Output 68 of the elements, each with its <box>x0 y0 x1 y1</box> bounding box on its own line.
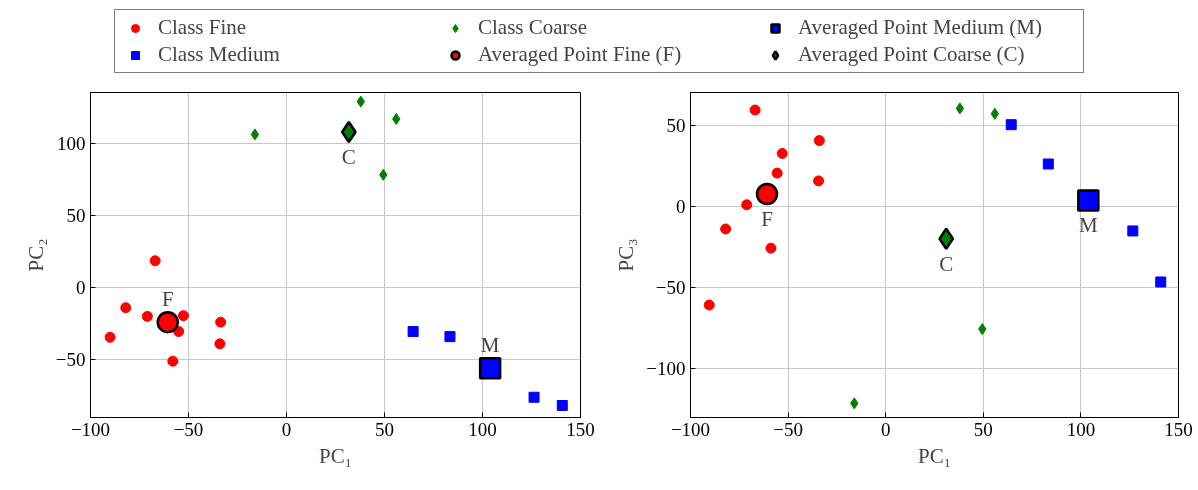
x-tick-label: 0 <box>880 418 891 440</box>
point <box>755 182 779 206</box>
x-tick-label: 100 <box>1066 418 1096 440</box>
point <box>141 310 153 322</box>
annotation: F <box>161 287 174 312</box>
annotation: C <box>341 144 356 169</box>
x-axis-title: PC₁ <box>319 443 353 468</box>
y-tick-label: 0 <box>676 195 686 217</box>
x-tick-label: −50 <box>173 418 204 440</box>
annotation: C <box>939 251 954 276</box>
legend-label: Class Fine <box>158 15 248 40</box>
point <box>749 104 761 116</box>
legend-label: Class Medium <box>158 42 281 67</box>
point <box>156 310 179 334</box>
x-tick-label: 50 <box>973 418 993 440</box>
annotation: F <box>761 207 773 232</box>
y-tick-label: 0 <box>76 277 86 298</box>
y-tick-label: 100 <box>57 132 86 154</box>
point <box>741 199 753 211</box>
point <box>478 356 502 380</box>
point <box>938 227 955 250</box>
point <box>1155 276 1167 288</box>
y-tick-label: 50 <box>666 114 686 136</box>
y-axis-title: PC₂ <box>23 238 48 272</box>
point <box>214 338 226 350</box>
y-axis-title: PC₃ <box>614 238 639 272</box>
legend-label: Averaged Point Coarse (C) <box>798 42 1026 67</box>
x-tick-label: 50 <box>375 418 394 440</box>
x-axis-title: PC₁ <box>918 443 952 468</box>
x-tick-label: −50 <box>773 418 803 440</box>
y-tick-label: −50 <box>55 349 86 371</box>
annotation: M <box>480 333 500 358</box>
point <box>813 135 825 147</box>
x-tick-label: 100 <box>468 418 497 440</box>
point <box>765 242 777 254</box>
annotation: M <box>1078 213 1098 238</box>
point <box>1127 225 1139 237</box>
point <box>813 175 825 187</box>
point <box>167 355 179 367</box>
point <box>149 255 161 267</box>
point <box>1005 119 1017 131</box>
y-tick-label: −50 <box>655 277 686 298</box>
point <box>104 331 116 343</box>
x-tick-label: 150 <box>566 418 595 440</box>
legend-label: Averaged Point Medium (M) <box>798 15 1043 40</box>
point <box>955 102 965 115</box>
point <box>215 316 227 328</box>
point <box>1042 158 1054 170</box>
point <box>703 299 715 311</box>
point <box>444 331 456 343</box>
point <box>776 147 788 159</box>
point <box>340 120 357 144</box>
point <box>120 302 132 314</box>
point <box>407 326 419 338</box>
legend-label: Class Coarse <box>478 15 589 40</box>
y-tick-label: 50 <box>66 204 86 226</box>
x-tick-label: 150 <box>1164 418 1193 440</box>
point <box>177 310 189 322</box>
point <box>771 167 783 179</box>
legend-label: Averaged Point Fine (F) <box>478 42 683 67</box>
x-tick-label: 0 <box>281 418 292 440</box>
point <box>720 223 732 235</box>
point <box>528 391 540 403</box>
point <box>173 326 185 338</box>
point <box>556 400 568 412</box>
y-tick-label: −100 <box>646 358 686 380</box>
point <box>1077 189 1100 212</box>
point <box>250 128 260 141</box>
